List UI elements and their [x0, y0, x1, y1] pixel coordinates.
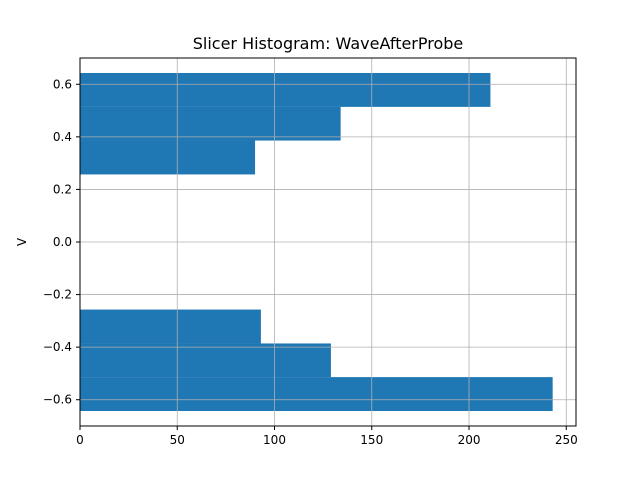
y-axis-label: V — [15, 237, 29, 246]
tick-marks-and-labels: 0 50 100 150 200 250 −0.6 −0.4 −0.2 0.0 0.2 0.4 0.6 — [43, 77, 578, 447]
y-tick-label-3: 0.0 — [53, 235, 72, 249]
histogram-bars — [80, 72, 553, 412]
chart-title: Slicer Histogram: WaveAfterProbe — [193, 34, 464, 53]
x-tick-label-4: 200 — [458, 433, 481, 447]
histogram-bar-7 — [80, 140, 256, 175]
histogram-bar-2 — [80, 309, 261, 344]
y-tick-label-1: −0.4 — [43, 340, 72, 354]
x-tick-label-3: 150 — [360, 433, 383, 447]
x-tick-label-5: 250 — [555, 433, 578, 447]
x-tick-label-0: 0 — [76, 433, 84, 447]
y-tick-label-2: −0.2 — [43, 288, 72, 302]
y-tick-label-6: 0.6 — [53, 77, 72, 91]
y-tick-label-4: 0.2 — [53, 182, 72, 196]
y-tick-label-0: −0.6 — [43, 393, 72, 407]
histogram-bar-1 — [80, 343, 331, 378]
histogram-bar-8 — [80, 106, 341, 141]
histogram-bar-9 — [80, 72, 491, 107]
x-tick-label-1: 50 — [170, 433, 185, 447]
y-tick-label-5: 0.4 — [53, 130, 72, 144]
histogram-bar-0 — [80, 377, 553, 412]
x-tick-label-2: 100 — [263, 433, 286, 447]
